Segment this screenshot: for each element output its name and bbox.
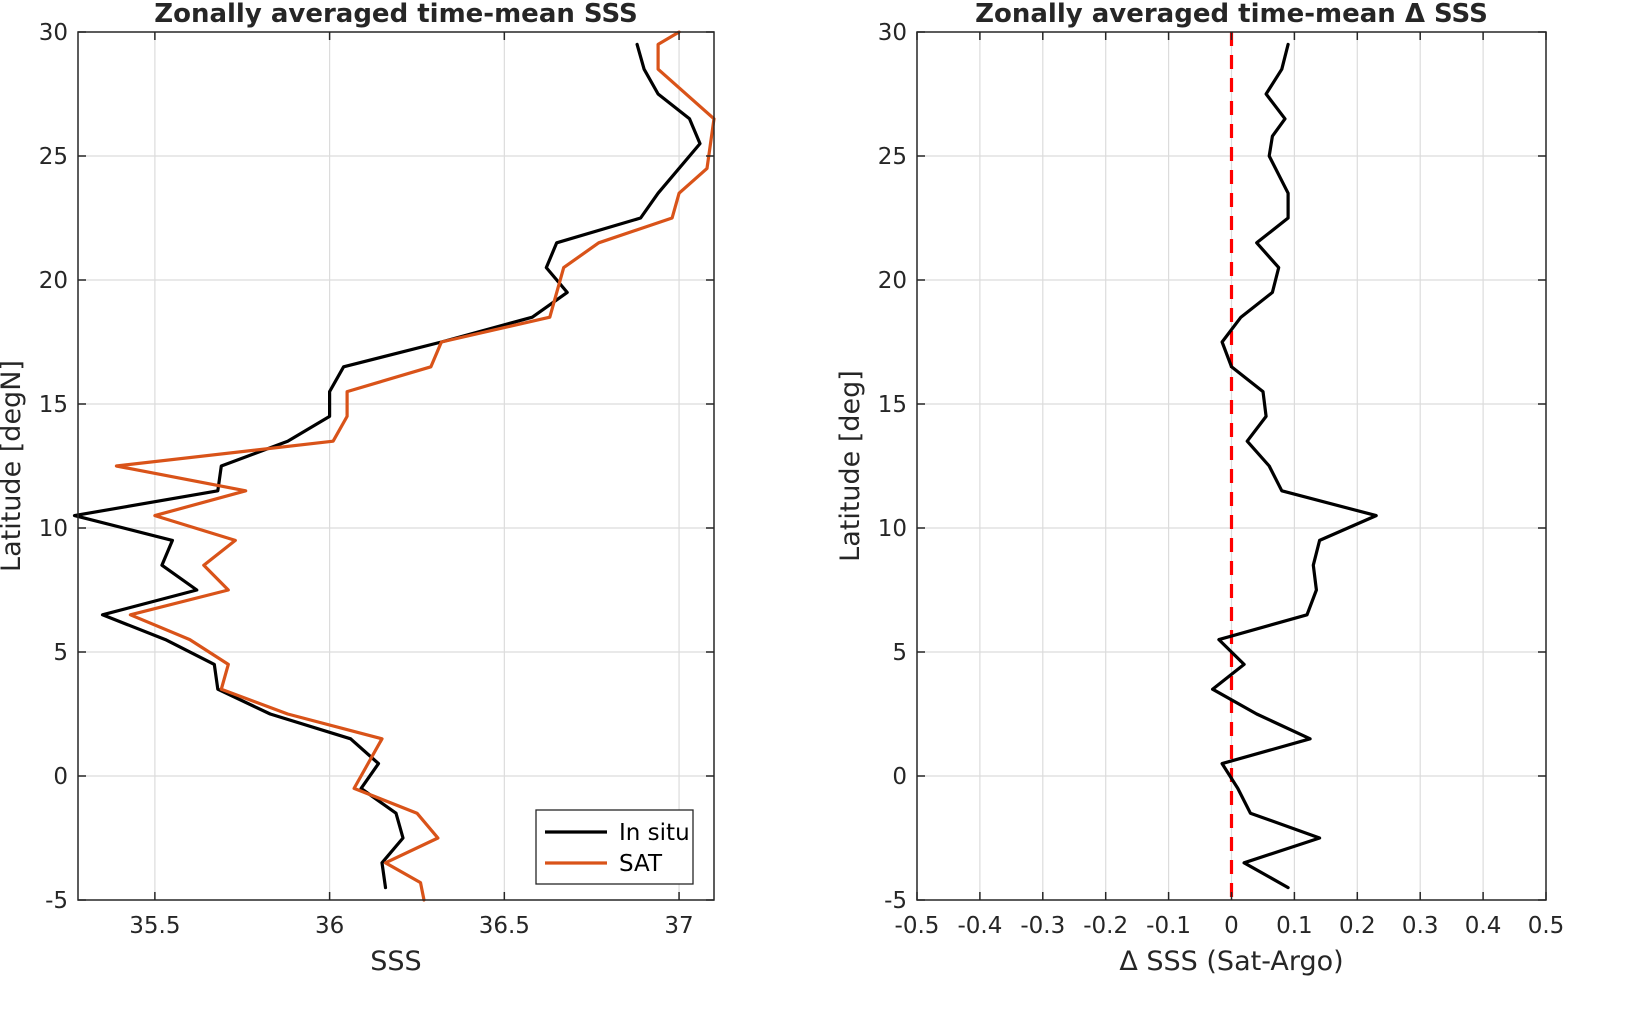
x-tick-label: 0.5	[1528, 913, 1565, 939]
x-tick-label: 0.1	[1276, 913, 1313, 939]
x-tick-label: 36.5	[479, 913, 530, 939]
y-tick-label: 10	[39, 516, 68, 542]
y-tick-label: 25	[878, 144, 907, 170]
x-tick-label: 37	[664, 913, 693, 939]
y-tick-label: 25	[39, 144, 68, 170]
x-axis-label-right: Δ SSS (Sat-Argo)	[1119, 946, 1343, 977]
y-tick-label: 15	[878, 392, 907, 418]
panel-left-sss: 35.5 36 36.5 37 -5 0 5 10 15 20 25 30 Zonally avera…	[0, 0, 716, 977]
x-axis-label-left: SSS	[370, 946, 421, 977]
y-tick-label: 0	[892, 764, 907, 790]
panel-right-delta-sss: -0.5 -0.4 -0.3 -0.2 -0.1 0 0.1 0.2 0.3 0.4 0.5 -5 0 5…	[835, 0, 1564, 977]
x-tick-label: 0.4	[1465, 913, 1502, 939]
x-tick-label: -0.4	[957, 913, 1002, 939]
y-tick-label: 30	[878, 20, 907, 46]
x-tick-label: -0.3	[1020, 913, 1065, 939]
x-tick-label: 0.3	[1402, 913, 1439, 939]
y-axis-label-right: Latitude [deg]	[835, 370, 866, 562]
x-tick-label: 35.5	[129, 913, 180, 939]
ticks-right: -0.5 -0.4 -0.3 -0.2 -0.1 0 0.1 0.2 0.3 0.4 0.5 -5 0 5…	[878, 20, 1565, 939]
y-tick-label: -5	[884, 888, 907, 914]
y-tick-label: 30	[39, 20, 68, 46]
y-tick-label: 5	[53, 640, 68, 666]
x-tick-label: 0.2	[1339, 913, 1376, 939]
ticks-left: 35.5 36 36.5 37 -5 0 5 10 15 20 25 30	[39, 20, 714, 939]
x-tick-label: -0.1	[1146, 913, 1191, 939]
y-tick-label: 20	[878, 268, 907, 294]
x-tick-label: 0	[1224, 913, 1239, 939]
legend-box	[535, 809, 694, 885]
y-tick-label: 15	[39, 392, 68, 418]
x-tick-label: -0.5	[895, 913, 940, 939]
grid-left	[78, 32, 714, 900]
x-tick-label: -0.2	[1083, 913, 1128, 939]
y-tick-label: -5	[45, 888, 68, 914]
y-tick-label: 5	[892, 640, 907, 666]
chart-title-left: Zonally averaged time-mean SSS	[154, 0, 638, 29]
series-line-sat	[114, 30, 716, 902]
series-line-in-situ	[72, 42, 702, 890]
series-layer-left	[72, 30, 716, 902]
y-tick-label: 0	[53, 764, 68, 790]
series-line-0	[1210, 42, 1378, 890]
x-tick-label: 36	[315, 913, 344, 939]
chart-title-right: Zonally averaged time-mean Δ SSS	[975, 0, 1488, 29]
y-tick-label: 20	[39, 268, 68, 294]
legend-label-in-situ: In situ	[619, 820, 690, 846]
axes-box-left	[77, 31, 715, 901]
y-tick-label: 10	[878, 516, 907, 542]
y-axis-label-left: Latitude [degN]	[0, 360, 27, 572]
series-layer-right	[1210, 42, 1378, 890]
legend-label-sat: SAT	[619, 851, 663, 877]
legend: In situ SAT	[535, 809, 694, 885]
